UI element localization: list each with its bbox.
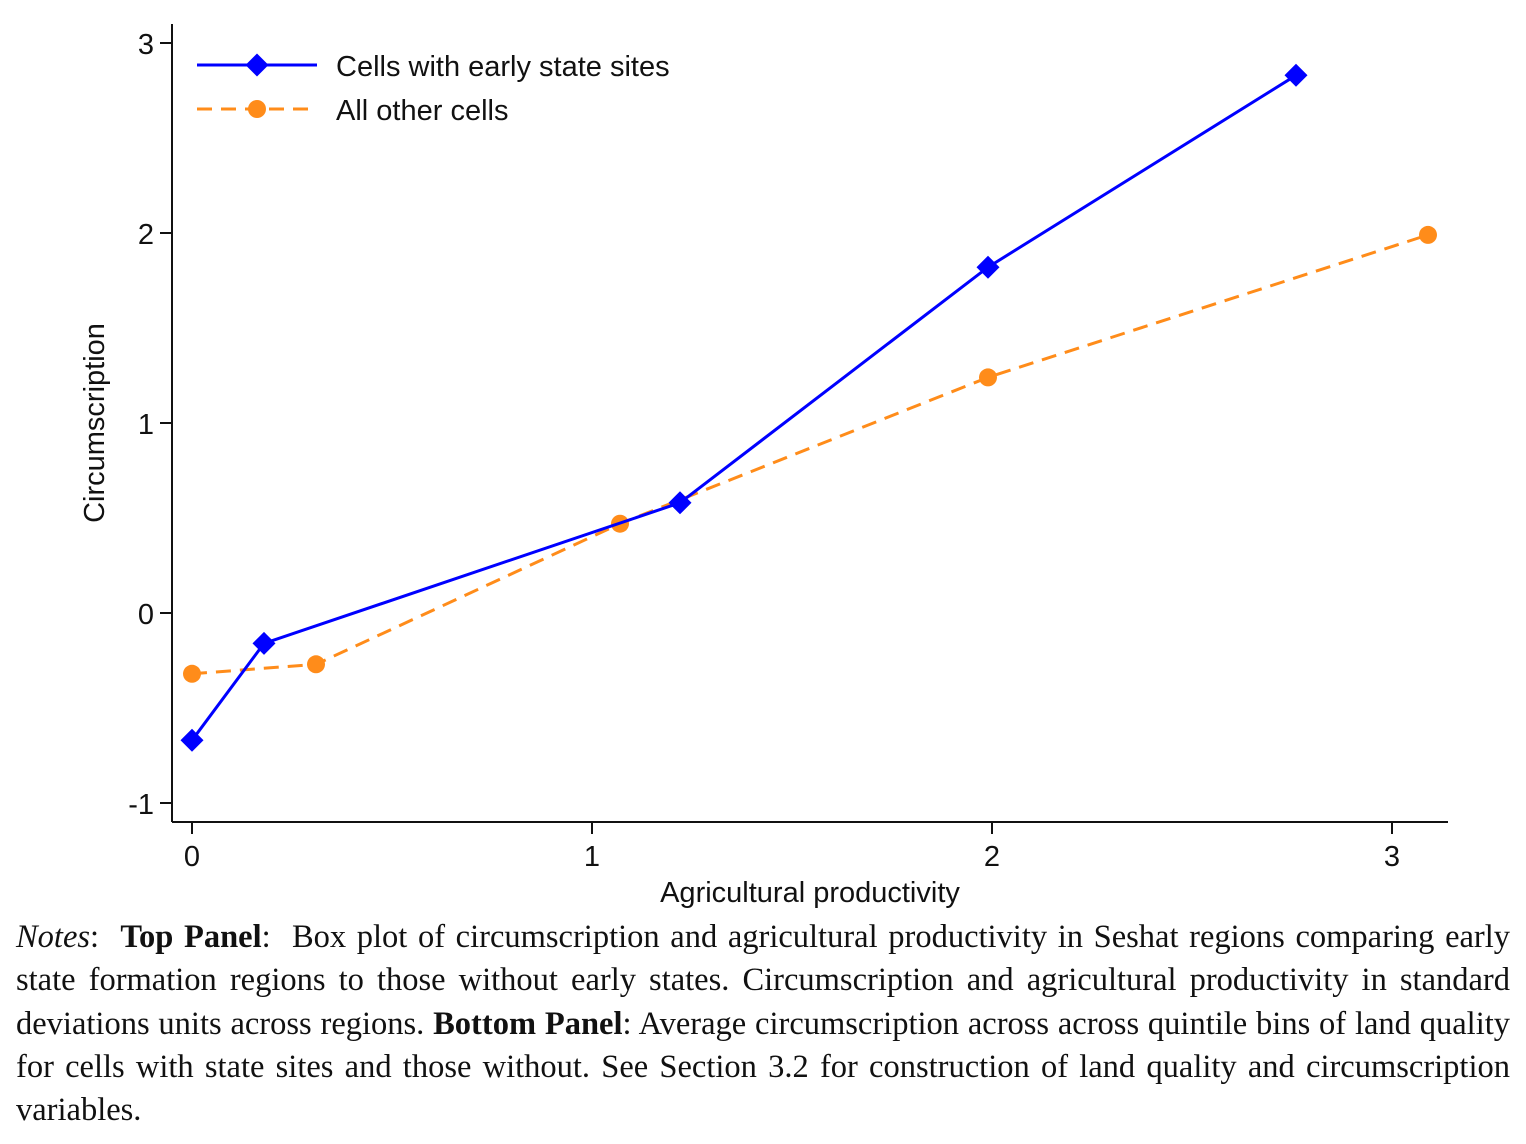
data-point bbox=[1284, 63, 1308, 87]
y-tick-label: -1 bbox=[128, 789, 154, 821]
data-point bbox=[1419, 225, 1437, 244]
series-early-state-cells bbox=[180, 63, 1308, 752]
data-point bbox=[183, 664, 201, 683]
series-layer bbox=[180, 63, 1437, 752]
y-tick-label: 0 bbox=[138, 599, 154, 631]
notes-label: Notes bbox=[16, 919, 91, 955]
x-tick-label: 0 bbox=[184, 841, 200, 873]
data-point bbox=[307, 655, 325, 674]
legend-label: All other cells bbox=[336, 95, 508, 127]
series-line bbox=[190, 74, 1297, 742]
y-axis-label: Circumscription bbox=[79, 323, 111, 523]
legend: Cells with early state sites All other ce… bbox=[197, 51, 670, 127]
legend-marker bbox=[248, 100, 266, 118]
x-tick-label: 1 bbox=[584, 841, 600, 873]
top-panel-text: Box plot of circumscription and agricult… bbox=[16, 919, 1511, 1042]
data-point bbox=[252, 631, 276, 655]
bottom-panel-text: Average circumscription across across qu… bbox=[16, 1005, 1510, 1129]
figure-notes: Notes: Top Panel: Box plot of circumscri… bbox=[16, 919, 1511, 1129]
chart: -1 0 1 2 3 0 1 2 3 Agricultural productivity Circu… bbox=[79, 24, 1448, 909]
data-point bbox=[180, 728, 204, 752]
y-tick-label: 3 bbox=[138, 29, 154, 61]
legend-marker bbox=[245, 53, 269, 77]
top-panel-label: Top Panel bbox=[120, 919, 262, 955]
series-line bbox=[191, 233, 1429, 676]
data-point bbox=[668, 491, 692, 515]
legend-label: Cells with early state sites bbox=[336, 51, 670, 83]
axes: -1 0 1 2 3 0 1 2 3 Agricultural productivity Circu… bbox=[79, 24, 1448, 909]
x-tick-label: 3 bbox=[1384, 841, 1400, 873]
x-tick-label: 2 bbox=[984, 841, 1000, 873]
y-tick-label: 1 bbox=[138, 409, 154, 441]
data-point bbox=[976, 255, 1000, 279]
series-all-other-cells bbox=[183, 225, 1437, 683]
bottom-panel-label: Bottom Panel bbox=[433, 1005, 623, 1042]
x-axis-label: Agricultural productivity bbox=[660, 877, 960, 909]
y-tick-label: 2 bbox=[138, 219, 154, 251]
data-point bbox=[979, 368, 997, 387]
